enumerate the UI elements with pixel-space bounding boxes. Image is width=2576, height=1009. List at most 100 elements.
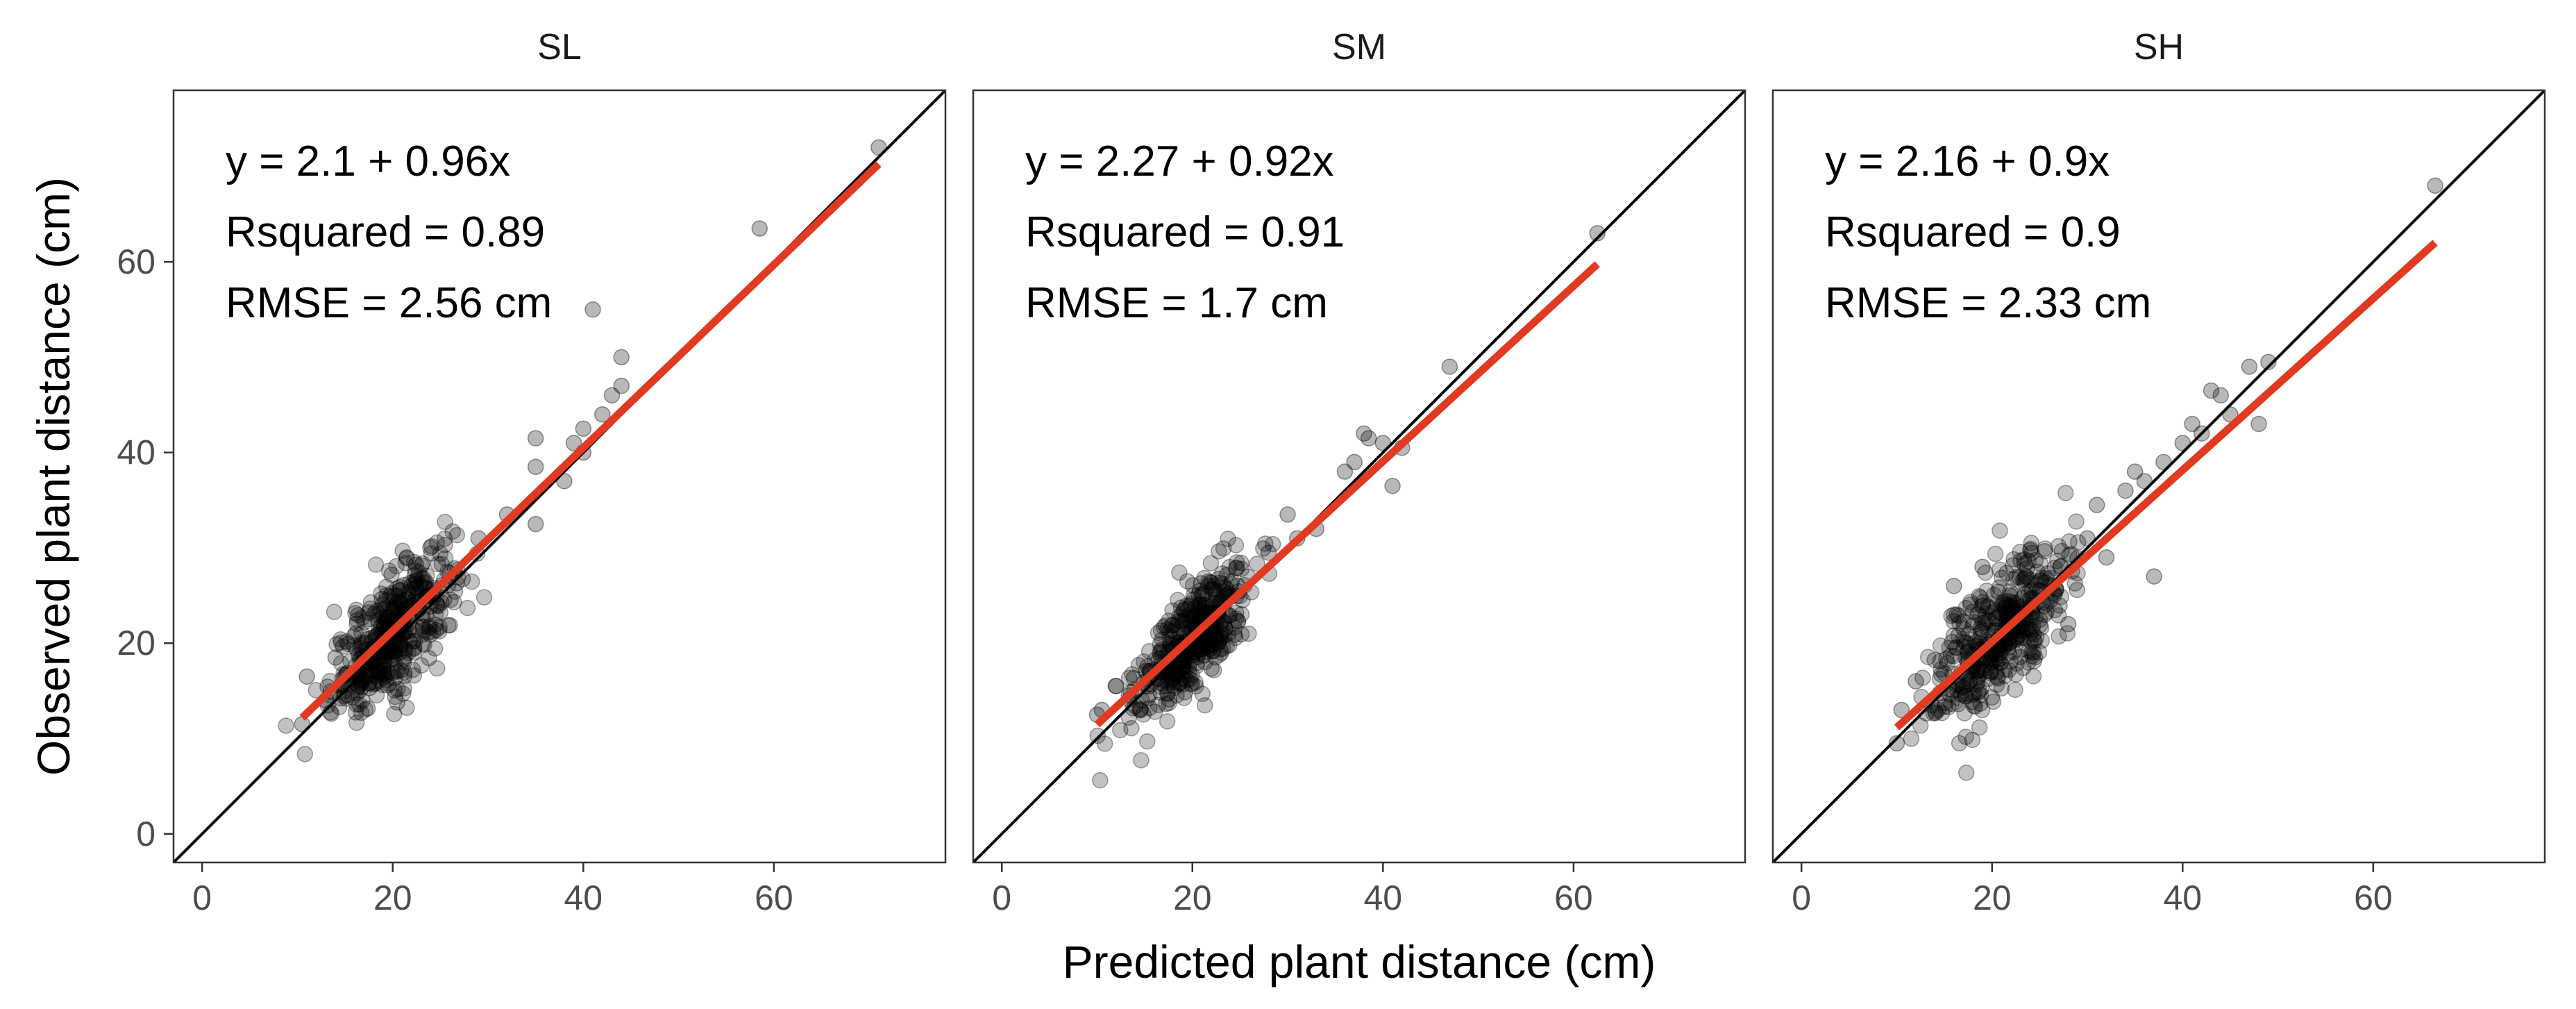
data-point (371, 654, 389, 672)
data-point (388, 599, 405, 617)
data-point (1209, 635, 1227, 652)
data-point (613, 377, 630, 394)
data-point (1211, 646, 1228, 663)
data-point (2174, 435, 2191, 451)
data-point (1159, 673, 1176, 690)
data-point (1589, 225, 1606, 242)
data-point (1218, 581, 1236, 598)
data-point (1131, 700, 1149, 717)
data-point (2033, 569, 2051, 587)
data-point (441, 617, 458, 634)
data-point (1973, 597, 1991, 615)
data-point (392, 637, 408, 654)
data-point (1211, 574, 1229, 591)
data-point (2001, 634, 2018, 651)
data-point (1980, 670, 1996, 687)
data-point (2069, 534, 2087, 551)
data-point (2003, 597, 2020, 614)
data-point (2004, 594, 2021, 611)
data-point (2017, 567, 2034, 585)
data-point (1227, 560, 1245, 577)
data-point (1188, 654, 1205, 672)
data-point (359, 700, 376, 717)
data-point (1170, 656, 1187, 673)
data-point (407, 576, 424, 592)
data-point (1971, 683, 1988, 700)
data-point (1178, 672, 1195, 689)
data-point (1264, 535, 1281, 553)
data-point (1213, 629, 1230, 647)
data-point (1984, 654, 2001, 672)
data-point (1356, 425, 1372, 442)
data-point (2098, 549, 2115, 566)
data-point (430, 556, 446, 573)
data-point (1989, 670, 2006, 687)
data-point (1184, 676, 1200, 692)
data-point (1989, 641, 2006, 658)
data-point (1161, 622, 1179, 639)
data-point (350, 607, 367, 624)
equation-label: y = 2.1 + 0.96x (226, 137, 510, 185)
data-point (330, 699, 348, 715)
data-point (359, 661, 376, 678)
data-point (1175, 614, 1193, 631)
data-point (428, 596, 446, 612)
data-point (355, 671, 372, 688)
data-point (383, 566, 400, 583)
data-point (1228, 604, 1245, 622)
data-point (348, 601, 365, 618)
data-point (1154, 640, 1170, 658)
data-point (1183, 647, 1200, 664)
data-point (594, 406, 611, 423)
data-point (1948, 640, 1965, 656)
data-point (2001, 599, 2018, 615)
data-point (2126, 463, 2144, 480)
data-point (1217, 579, 1234, 597)
panel-plot-area: 0 20 40 60 y = 2.27 + 0.92x Rsquared = 0.91… (972, 89, 1746, 917)
data-point (1998, 606, 2016, 623)
data-point (1191, 640, 1209, 658)
data-point (2032, 555, 2049, 572)
data-point (1933, 661, 1949, 678)
data-point (1131, 701, 1148, 718)
data-point (419, 567, 435, 584)
data-point (412, 576, 429, 594)
data-point (407, 562, 424, 579)
data-point (1233, 560, 1250, 577)
data-point (2029, 563, 2046, 580)
data-point (1937, 698, 1953, 715)
data-point (1171, 624, 1188, 640)
data-point (1994, 569, 2010, 586)
data-point (1152, 642, 1169, 660)
data-point (2203, 382, 2220, 399)
data-point (1964, 694, 1981, 710)
data-point (308, 682, 325, 699)
data-point (1969, 669, 1986, 686)
data-point (1120, 669, 1138, 687)
data-point (2023, 582, 2040, 599)
data-point (1972, 620, 1989, 637)
data-point (1170, 612, 1188, 630)
data-point (1279, 506, 1296, 523)
data-point (1943, 695, 1960, 712)
data-point (1112, 722, 1129, 739)
data-point (1943, 608, 1960, 624)
data-point (1163, 672, 1181, 689)
data-point (1980, 599, 1997, 616)
data-point (392, 636, 409, 653)
data-point (1195, 647, 1212, 663)
data-point (1184, 651, 1201, 668)
data-point (383, 585, 400, 602)
data-point (422, 626, 439, 643)
data-point (2053, 588, 2070, 606)
data-point (2146, 568, 2162, 585)
data-point (1226, 619, 1243, 636)
data-point (1120, 709, 1138, 726)
data-point (2002, 583, 2019, 600)
data-point (378, 612, 395, 630)
data-point (1227, 629, 1244, 647)
data-point (1152, 684, 1169, 701)
x-tick-label: 20 (373, 878, 412, 917)
data-point (1199, 637, 1215, 655)
rmse-label: RMSE = 1.7 cm (1025, 279, 1328, 327)
